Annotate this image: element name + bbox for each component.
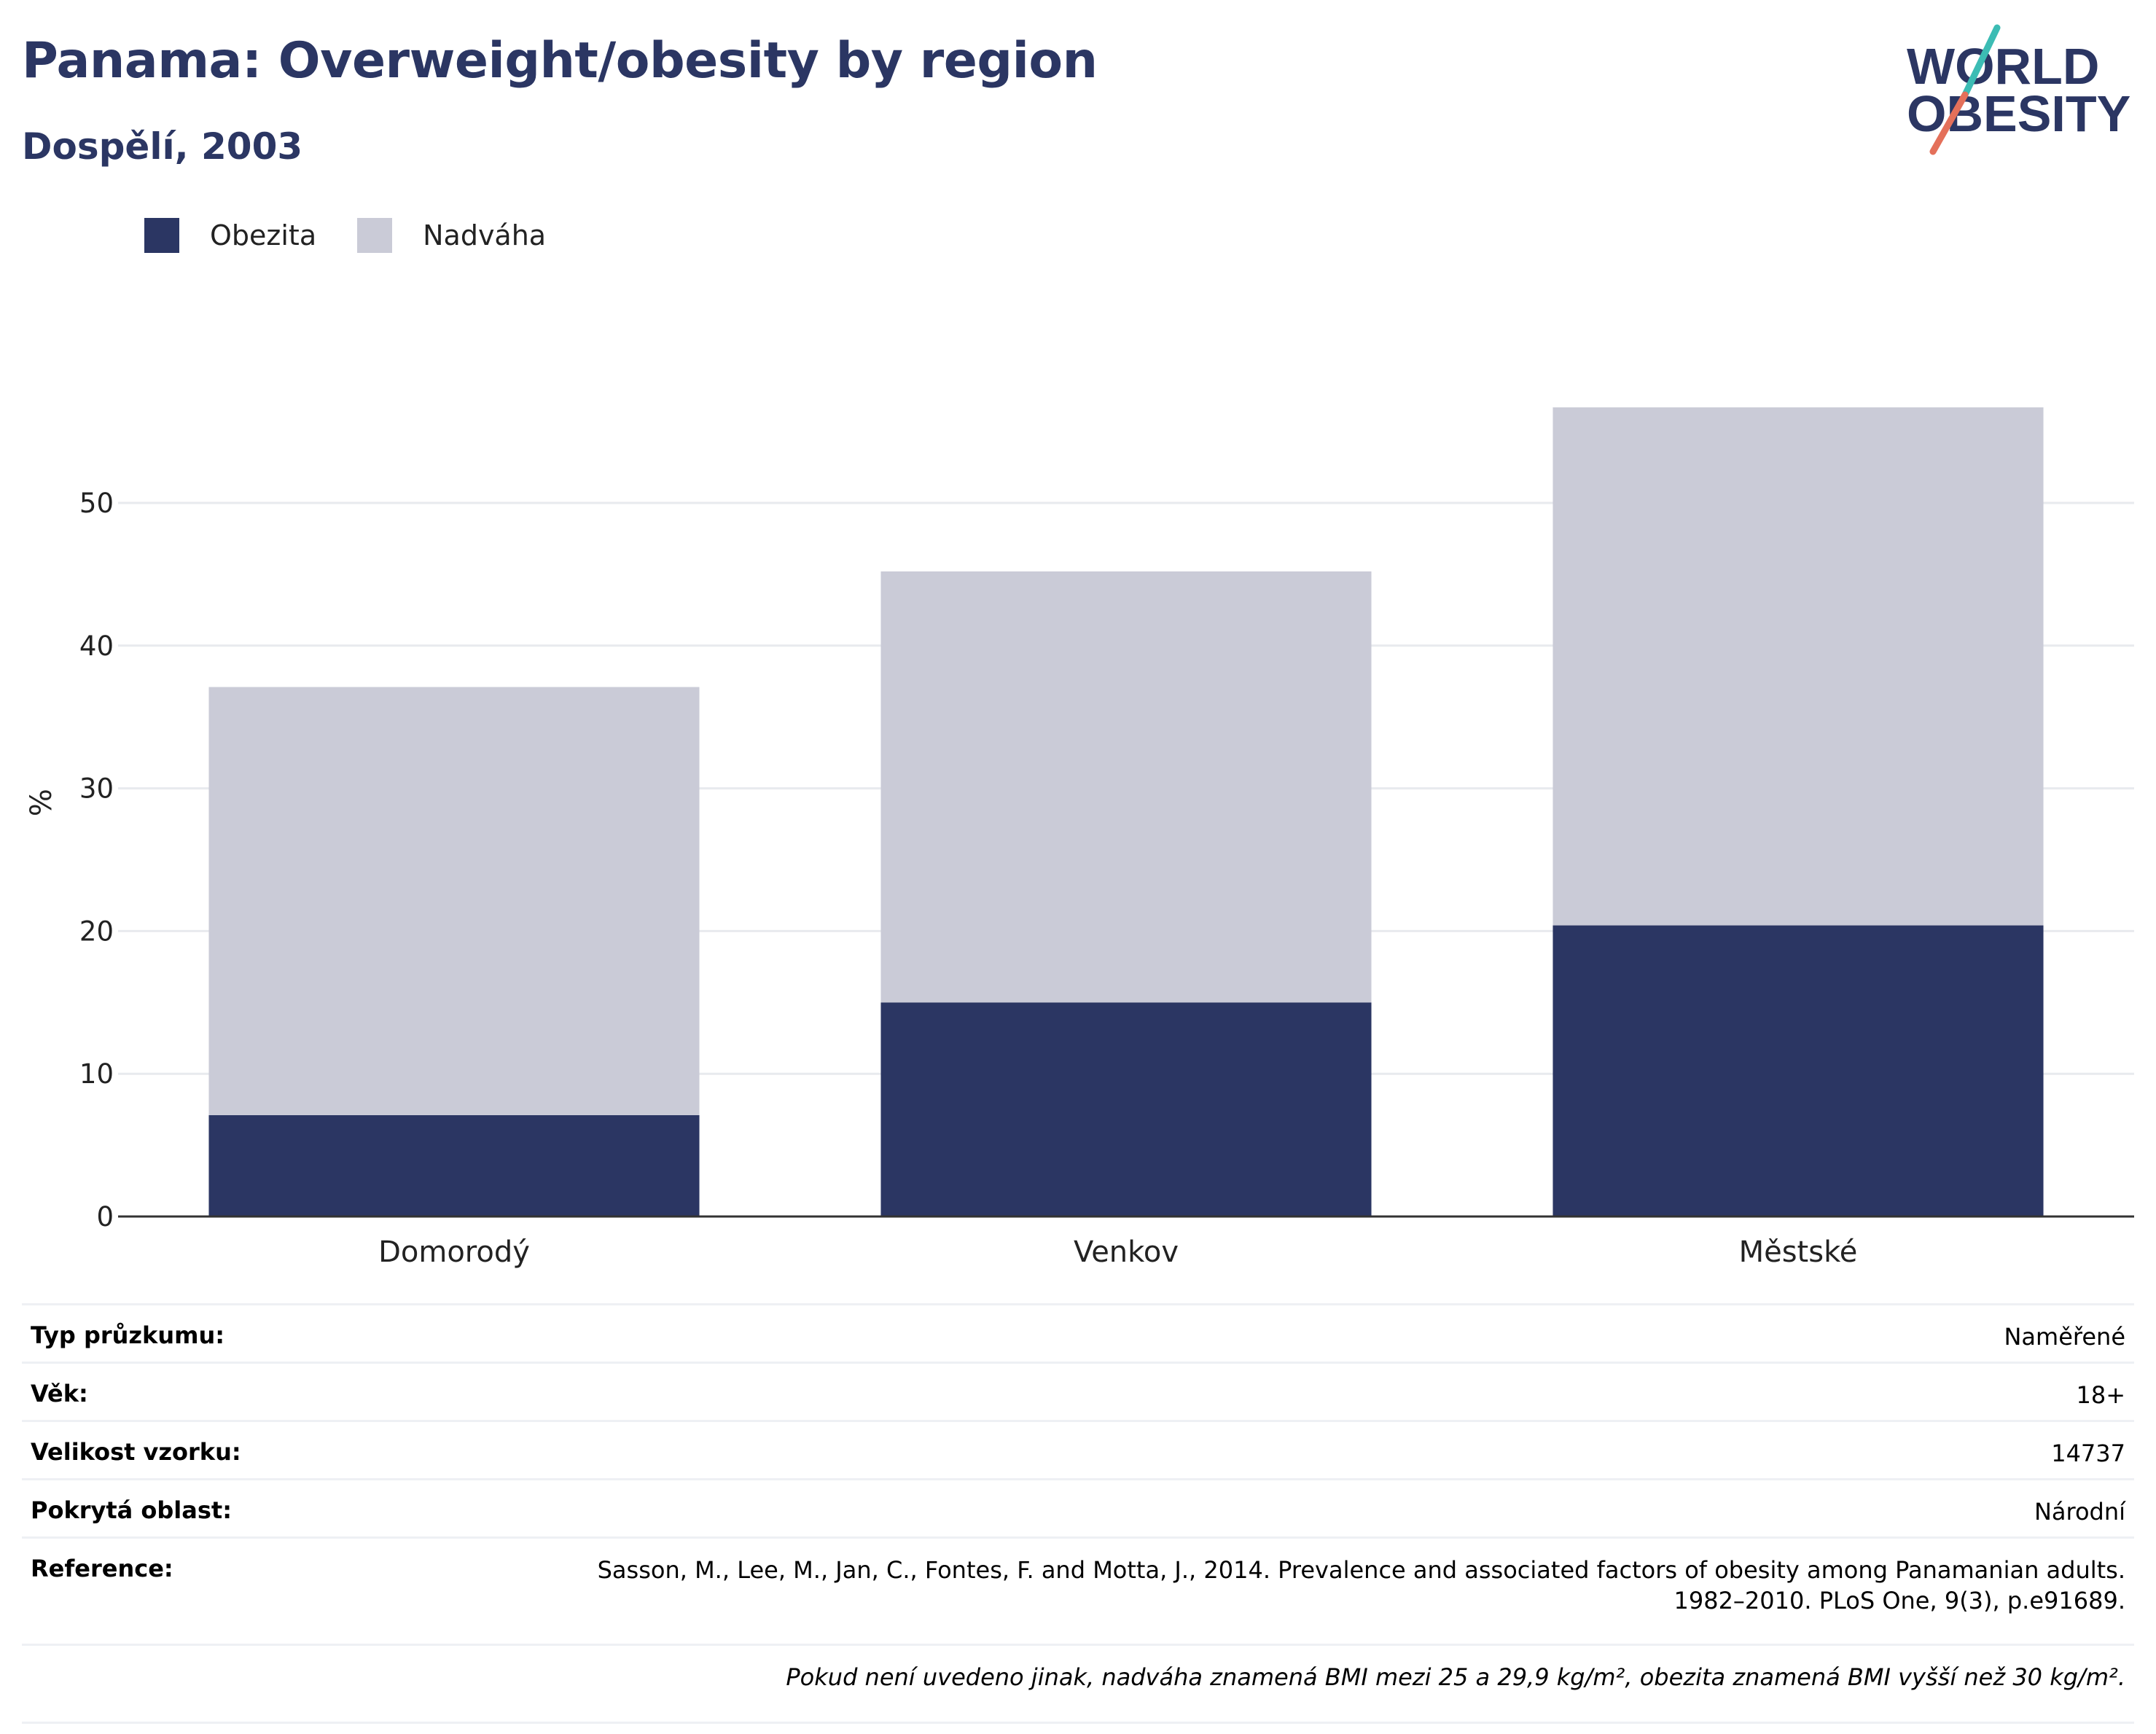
- y-axis-label: %: [25, 789, 58, 816]
- legend-item-obezita[interactable]: Obezita: [144, 218, 316, 253]
- meta-row: Typ průzkumu: Naměřené: [22, 1303, 2134, 1363]
- meta-value-area-covered: Národní: [293, 1478, 2134, 1538]
- chart-title: Panama: Overweight/obesity by region: [22, 32, 1098, 90]
- x-category-label: Domorodý: [378, 1235, 530, 1269]
- bar-obezita: [1552, 925, 2044, 1216]
- bar-nadváha: [1552, 407, 2044, 926]
- meta-value-reference: Sasson, M., Lee, M., Jan, C., Fontes, F.…: [293, 1536, 2134, 1645]
- meta-row: Velikost vzorku: 14737: [22, 1420, 2134, 1480]
- y-tick-label: 40: [79, 630, 114, 662]
- meta-key-reference: Reference:: [22, 1536, 294, 1645]
- survey-details-table: Typ průzkumu: Naměřené Věk: 18+ Velikost…: [22, 1303, 2134, 1724]
- x-category-label: Venkov: [1074, 1235, 1179, 1269]
- y-tick-label: 20: [79, 915, 114, 947]
- y-tick-label: 10: [79, 1058, 114, 1090]
- legend-item-nadvaha[interactable]: Nadváha: [357, 218, 546, 253]
- legend-swatch-nadvaha: [357, 218, 393, 253]
- bar-obezita: [208, 1114, 700, 1216]
- bmi-definition-text: Pokud není uvedeno jinak, nadváha znamen…: [786, 1663, 2125, 1691]
- bar-obezita: [880, 1002, 1372, 1216]
- legend-swatch-obezita: [144, 218, 179, 253]
- meta-key-sample-size: Velikost vzorku:: [22, 1420, 294, 1480]
- meta-row: Pokrytá oblast: Národní: [22, 1478, 2134, 1538]
- x-category-label: Městské: [1739, 1235, 1858, 1269]
- chart-subtitle: Dospělí, 2003: [22, 125, 303, 168]
- logo-line1: WORLD: [1907, 38, 2099, 95]
- logo-slash-teal: [1961, 24, 2001, 98]
- y-tick-label: 50: [79, 488, 114, 519]
- meta-value-age: 18+: [293, 1362, 2134, 1421]
- meta-value-survey-type: Naměřené: [293, 1303, 2134, 1363]
- meta-key-age: Věk:: [22, 1362, 294, 1421]
- reference-line-1: Sasson, M., Lee, M., Jan, C., Fontes, F.…: [597, 1556, 2125, 1584]
- bar-nadváha: [880, 571, 1372, 1003]
- stacked-bar-chart: 0 10 20 30 40 50% Domorodý Venkov Městské: [25, 407, 2134, 1269]
- bar-nadváha: [208, 687, 700, 1115]
- meta-value-sample-size: 14737: [293, 1420, 2134, 1480]
- world-obesity-logo: WORLD OBESITY: [1907, 24, 2130, 155]
- meta-row-reference: Reference: Sasson, M., Lee, M., Jan, C.,…: [22, 1536, 2134, 1645]
- meta-key-area-covered: Pokrytá oblast:: [22, 1478, 294, 1538]
- meta-row: Věk: 18+: [22, 1362, 2134, 1421]
- chart-legend: Obezita Nadváha: [144, 215, 587, 256]
- meta-row-note: Pokud není uvedeno jinak, nadváha znamen…: [22, 1644, 2134, 1724]
- legend-label-nadvaha: Nadváha: [423, 219, 547, 251]
- y-tick-label: 30: [79, 773, 114, 805]
- reference-line-2: 1982–2010. PLoS One, 9(3), p.e91689.: [1673, 1587, 2125, 1614]
- bmi-definition-note: Pokud není uvedeno jinak, nadváha znamen…: [22, 1644, 2134, 1724]
- meta-key-survey-type: Typ průzkumu:: [22, 1303, 294, 1363]
- legend-label-obezita: Obezita: [210, 219, 317, 251]
- y-tick-label: 0: [96, 1201, 114, 1233]
- logo-slash-coral: [1929, 91, 1969, 155]
